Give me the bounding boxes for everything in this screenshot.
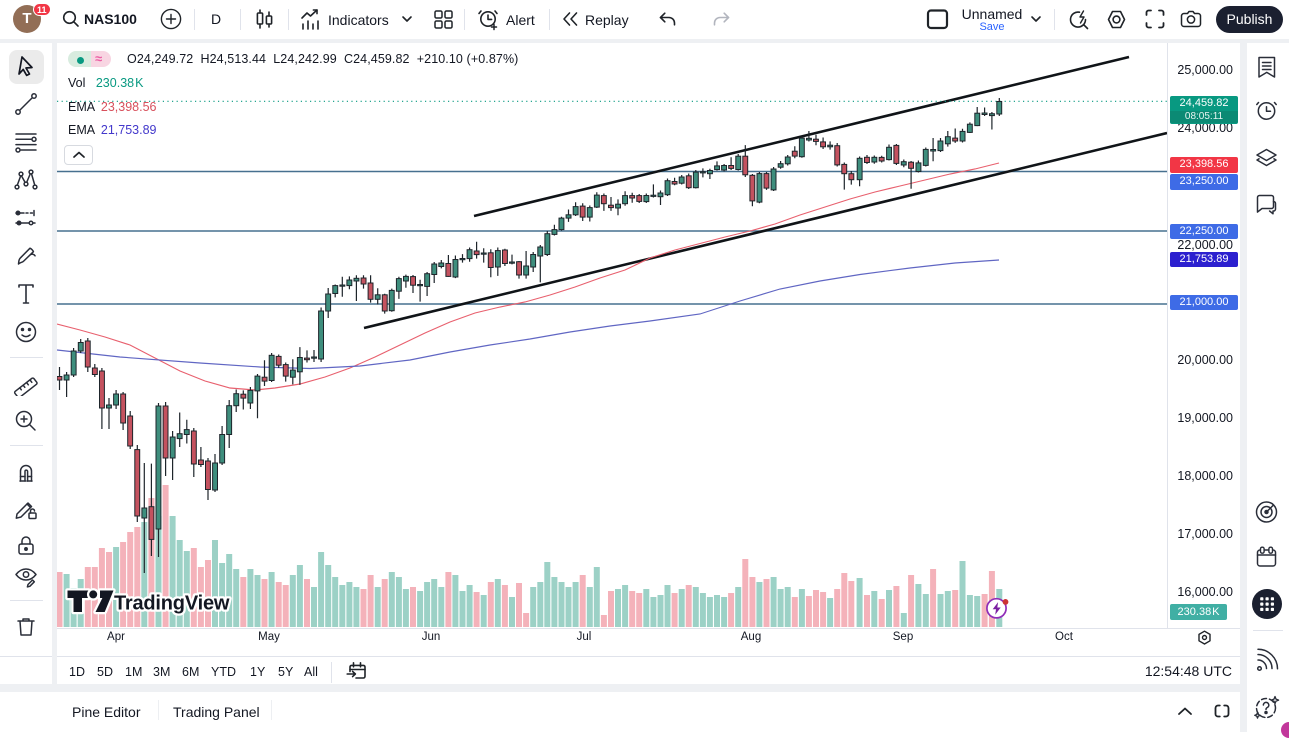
svg-text:TradingView: TradingView [114, 593, 230, 615]
